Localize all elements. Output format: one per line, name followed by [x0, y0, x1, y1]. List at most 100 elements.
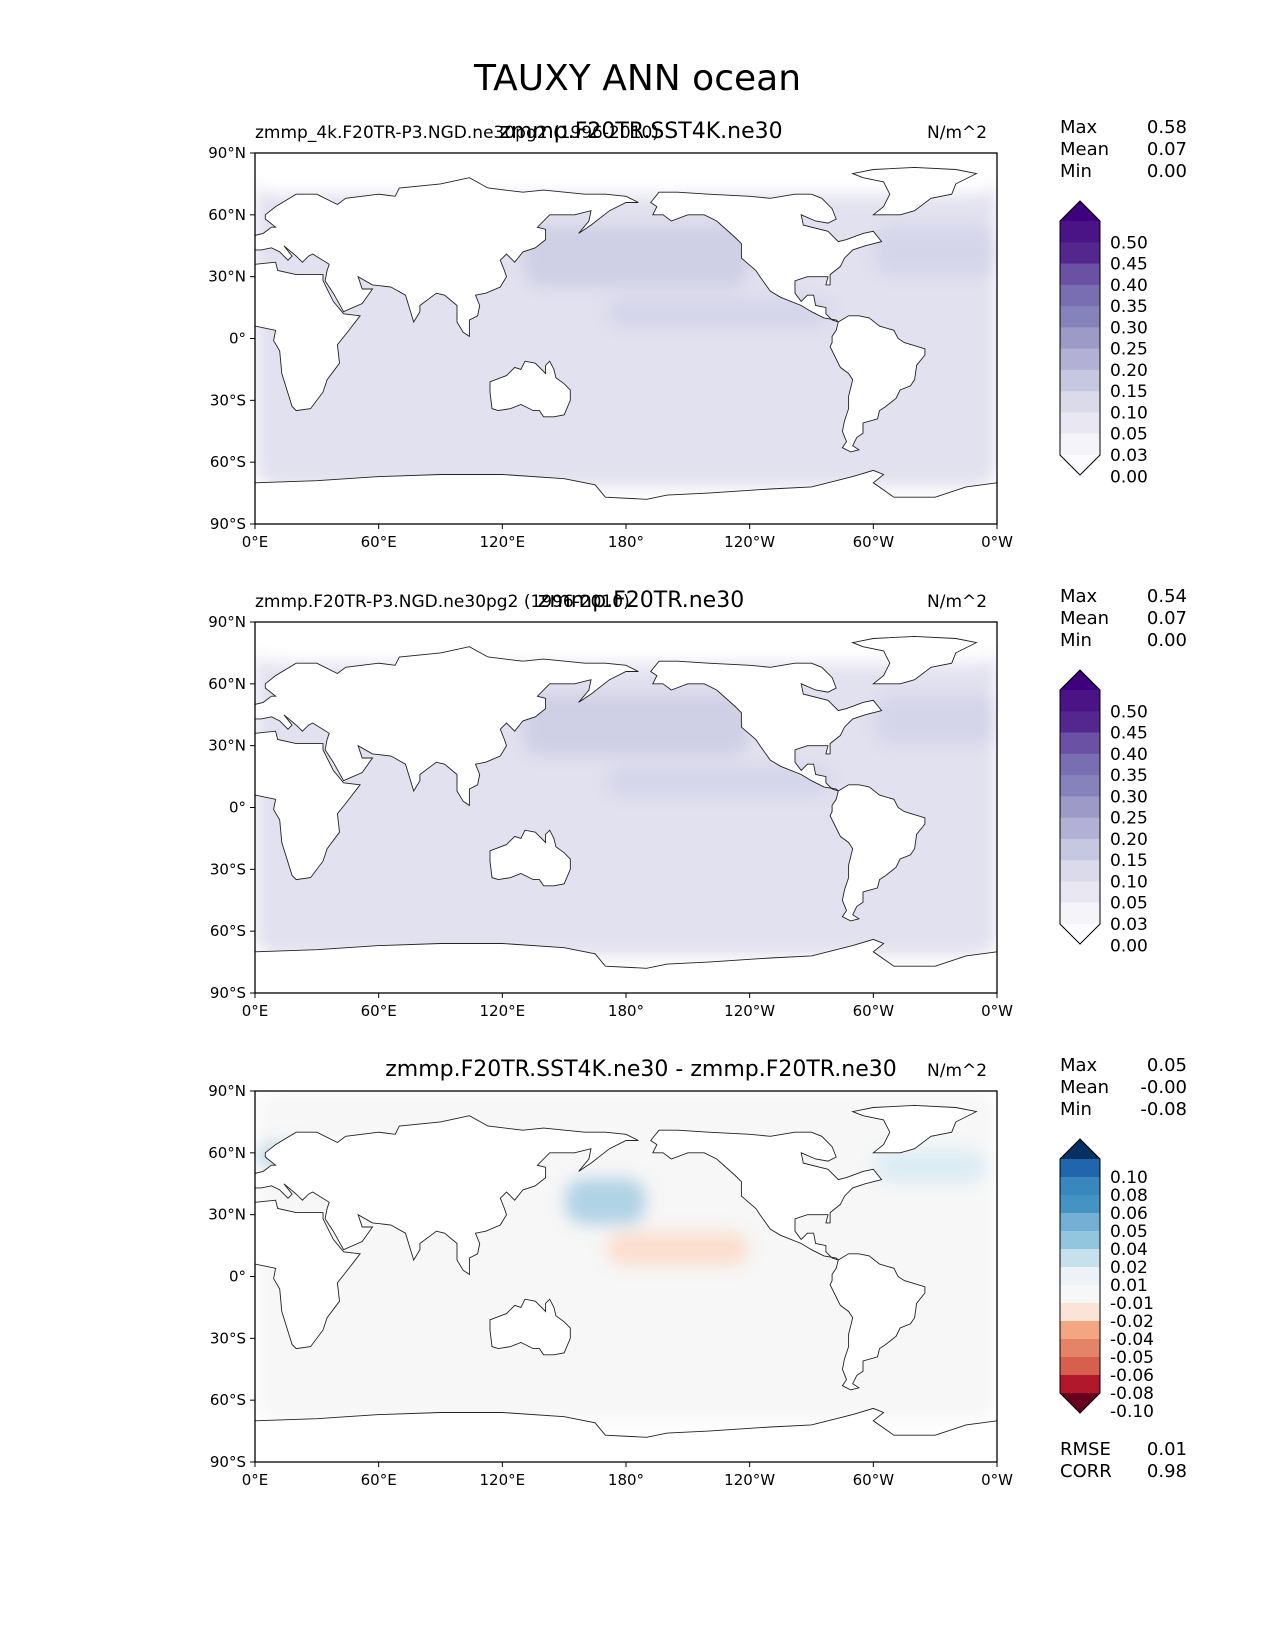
colorbar-label: 0.10: [1110, 403, 1148, 423]
y-tick-label: 0°: [229, 1268, 246, 1286]
x-tick-label: 180°: [608, 1471, 644, 1489]
panel-center-label: zmmp.F20TR.SST4K.ne30 - zmmp.F20TR.ne30: [385, 1057, 897, 1082]
y-tick-label: 60°S: [210, 1391, 246, 1409]
landmass-antarctica: [255, 469, 997, 524]
colorbar-label: -0.02: [1110, 1312, 1154, 1332]
stat-value-min: 0.00: [1146, 630, 1187, 651]
landmass-greenland: [851, 635, 978, 685]
landmass-samerica: [829, 784, 926, 922]
stat-label-rmse: RMSE: [1060, 1439, 1111, 1460]
colorbar-label: 0.45: [1110, 255, 1148, 275]
colorbar-label: 0.30: [1110, 787, 1148, 807]
panel-center-label: zmmp.F20TR.SST4K.ne30: [499, 119, 783, 144]
landmass-namerica: [650, 1129, 883, 1261]
landmass-eurasia: [255, 177, 639, 338]
stat-value-mean: -0.00: [1140, 1077, 1187, 1098]
stat-value-mean: 0.07: [1146, 608, 1187, 629]
landmass-antarctica: [255, 938, 997, 993]
colorbar-label: -0.01: [1110, 1294, 1154, 1314]
y-tick-label: 90°N: [208, 1082, 246, 1100]
y-tick-label: 30°S: [210, 1329, 246, 1347]
x-tick-label: 120°W: [724, 1002, 775, 1020]
stat-label-min: Min: [1060, 1099, 1092, 1120]
stat-label-max: Max: [1060, 117, 1098, 138]
stat-label-min: Min: [1060, 161, 1092, 182]
colorbar-label: 0.06: [1110, 1204, 1148, 1224]
y-tick-label: 90°S: [210, 984, 246, 1002]
colorbar-label: 0.00: [1110, 936, 1148, 956]
field-region: [522, 225, 750, 287]
y-tick-label: 60°N: [208, 1144, 246, 1162]
colorbar-label: -0.05: [1110, 1348, 1154, 1368]
y-tick-label: 30°S: [210, 860, 246, 878]
stat-value-min: 0.00: [1146, 161, 1187, 182]
y-tick-label: 90°N: [208, 144, 246, 162]
landmass-antarctica: [255, 1407, 997, 1462]
colorbar-label: 0.00: [1110, 467, 1148, 487]
x-tick-label: 0°E: [242, 1002, 269, 1020]
y-tick-label: 30°N: [208, 1206, 246, 1224]
colorbar-label: 0.02: [1110, 1258, 1148, 1278]
y-tick-label: 60°N: [208, 206, 246, 224]
units-label: N/m^2: [927, 1061, 988, 1081]
colorbar-label: 0.35: [1110, 297, 1148, 317]
landmass-greenland: [851, 1104, 978, 1154]
stat-value-max: 0.54: [1146, 586, 1187, 607]
colorbar-label: -0.08: [1110, 1384, 1154, 1404]
colorbar-label: 0.30: [1110, 318, 1148, 338]
field-region: [605, 1231, 750, 1267]
colorbar-label: 0.15: [1110, 382, 1148, 402]
colorbar-label: 0.04: [1110, 1240, 1148, 1260]
stat-label-mean: Mean: [1060, 608, 1110, 629]
x-tick-label: 120°E: [480, 1002, 526, 1020]
x-tick-label: 60°W: [853, 533, 895, 551]
y-tick-label: 60°S: [210, 453, 246, 471]
x-tick-label: 120°E: [480, 1471, 526, 1489]
x-tick-label: 120°W: [724, 533, 775, 551]
stat-label-max: Max: [1060, 586, 1098, 607]
x-tick-label: 0°W: [981, 1471, 1013, 1489]
colorbar: 0.500.450.400.350.300.250.200.150.100.05…: [1059, 669, 1148, 956]
x-tick-label: 120°E: [480, 533, 526, 551]
map-ref: 0°E 60°E 120°E 180° 120°W 60°W 0°W 90°N 60°N 30°N…: [208, 613, 1148, 1020]
colorbar: 0.100.080.060.050.040.020.01-0.01-0.02-0…: [1059, 1138, 1154, 1422]
colorbar-label: 0.50: [1110, 233, 1148, 253]
x-tick-label: 0°E: [242, 1471, 269, 1489]
stat-value-max: 0.58: [1146, 117, 1187, 138]
colorbar-label: 0.20: [1110, 361, 1148, 381]
landmass-africa: [255, 261, 361, 412]
x-tick-label: 60°E: [361, 1471, 397, 1489]
x-tick-label: 60°W: [853, 1002, 895, 1020]
x-tick-label: 0°W: [981, 533, 1013, 551]
stat-value-min: -0.08: [1140, 1099, 1187, 1120]
colorbar-label: 0.40: [1110, 276, 1148, 296]
panel-left-label: zmmp.F20TR-P3.NGD.ne30pg2 (1996-2010): [255, 592, 630, 612]
colorbar-label: 0.45: [1110, 724, 1148, 744]
field-region: [873, 1148, 987, 1184]
colorbar-label: 0.35: [1110, 766, 1148, 786]
field-region: [605, 297, 833, 329]
stat-label-mean: Mean: [1060, 1077, 1110, 1098]
landmass-australia: [489, 829, 571, 887]
colorbar-label: 0.40: [1110, 745, 1148, 765]
colorbar-label: 0.10: [1110, 872, 1148, 892]
colorbar-label: 0.15: [1110, 851, 1148, 871]
colorbar-label: 0.25: [1110, 340, 1148, 360]
map-test: 0°E 60°E 120°E 180° 120°W 60°W 0°W 90°N 60°N 30°N…: [208, 144, 1148, 551]
field-region: [564, 1177, 647, 1225]
x-tick-label: 60°W: [853, 1471, 895, 1489]
figure-title: TAUXY ANN ocean: [473, 58, 802, 99]
colorbar-label: 0.50: [1110, 702, 1148, 722]
stat-value-corr: 0.98: [1146, 1461, 1187, 1482]
x-tick-label: 0°W: [981, 1002, 1013, 1020]
colorbar-label: 0.05: [1110, 894, 1148, 914]
colorbar-label: 0.25: [1110, 809, 1148, 829]
y-tick-label: 60°N: [208, 675, 246, 693]
y-tick-label: 90°N: [208, 613, 246, 631]
landmass-australia: [489, 1298, 571, 1356]
colorbar-label: 0.05: [1110, 425, 1148, 445]
x-tick-label: 120°W: [724, 1471, 775, 1489]
field-region: [873, 225, 997, 277]
landmass-namerica: [650, 191, 883, 323]
y-tick-label: 90°S: [210, 1453, 246, 1471]
